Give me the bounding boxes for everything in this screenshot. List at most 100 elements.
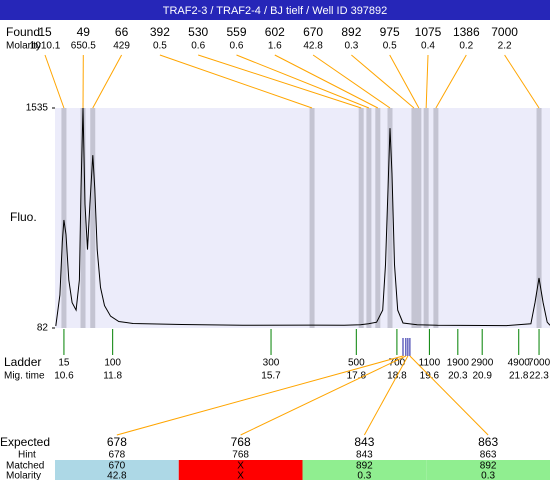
peak-band [416, 108, 422, 328]
peak-size: 49 [77, 25, 91, 39]
peak-size: 975 [380, 25, 400, 39]
peak-band [309, 108, 315, 328]
matched-value: 892 [356, 461, 373, 472]
matched-value: X [237, 461, 244, 472]
matched-value: 670 [109, 461, 126, 472]
peak-connector [44, 54, 65, 109]
peak-size: 1386 [453, 25, 480, 39]
expected-connector [409, 355, 489, 436]
ladder-time: 10.6 [54, 371, 74, 382]
ladder-time: 11.8 [103, 371, 122, 382]
peak-band [423, 108, 429, 328]
peak-size: 559 [226, 25, 246, 39]
peak-connector [435, 54, 467, 109]
match-cell [302, 460, 427, 480]
ladder-time: 21.8 [509, 371, 529, 382]
y-tick-label: 82 [37, 323, 49, 334]
peak-molarity: 0.2 [459, 41, 473, 52]
peak-molarity: 0.3 [344, 41, 358, 52]
expected-value: 768 [231, 435, 251, 449]
ladder-size: 7000 [528, 358, 550, 369]
peak-connector [425, 54, 429, 109]
match-cell [426, 460, 550, 480]
match-cell [55, 460, 179, 480]
ladder-time: 15.7 [261, 371, 281, 382]
peak-molarity: 42.8 [303, 41, 323, 52]
plot-area [55, 108, 550, 328]
peak-band [433, 108, 439, 328]
peak-molarity: 650.5 [71, 41, 96, 52]
mig-time-label: Mig. time [4, 371, 45, 382]
matched-label: Matched [6, 461, 44, 472]
peak-molarity: 1010.1 [30, 41, 61, 52]
expected-value: 678 [107, 435, 127, 449]
peak-band [375, 108, 381, 328]
ladder-size: 300 [263, 358, 280, 369]
peak-molarity: 0.6 [191, 41, 205, 52]
peak-connector [198, 54, 362, 109]
peak-molarity: 0.5 [383, 41, 397, 52]
peak-connector [159, 54, 313, 109]
peak-connector [351, 54, 415, 109]
expected-connector [240, 355, 407, 436]
peak-band [387, 108, 393, 328]
peak-molarity: 2.2 [498, 41, 512, 52]
peak-band [90, 108, 96, 328]
peak-molarity: 429 [113, 41, 130, 52]
peak-band [80, 108, 86, 328]
ladder-size: 1100 [419, 358, 441, 369]
peak-size: 15 [38, 25, 52, 39]
expected-label: Expected [0, 435, 50, 449]
ladder-size: 100 [104, 358, 121, 369]
hint-value: 768 [232, 450, 249, 461]
expected-value: 863 [478, 435, 498, 449]
peak-molarity: 1.6 [268, 41, 282, 52]
peak-size: 66 [115, 25, 129, 39]
peak-connector [236, 54, 370, 109]
molarity-label: Molarity [6, 41, 41, 52]
matched-value: 892 [480, 461, 497, 472]
ladder-size: 500 [348, 358, 365, 369]
molarity-value: 42.8 [107, 471, 127, 480]
hint-value: 843 [356, 450, 373, 461]
peak-molarity: 0.6 [230, 41, 244, 52]
peak-band [61, 108, 67, 328]
title-bar [0, 0, 550, 20]
peak-size: 892 [341, 25, 361, 39]
expected-value: 843 [354, 435, 374, 449]
ladder-label: Ladder [4, 355, 41, 369]
ladder-time: 20.3 [448, 371, 468, 382]
peak-size: 392 [150, 25, 170, 39]
peak-band [536, 108, 542, 328]
peak-connector [92, 54, 123, 109]
peak-size: 1075 [415, 25, 442, 39]
trace [55, 107, 550, 327]
ladder-time: 20.9 [472, 371, 492, 382]
peak-size: 7000 [491, 25, 518, 39]
molarity-value: X [237, 471, 244, 480]
expected-connector [363, 355, 409, 436]
peak-molarity: 0.5 [153, 41, 167, 52]
peak-connector [504, 54, 540, 109]
peak-size: 530 [188, 25, 208, 39]
ladder-time: 22.3 [529, 371, 549, 382]
chart-title: TRAF2-3 / TRAF2-4 / BJ tielf / Well ID 3… [163, 5, 388, 17]
ladder-size: 2900 [471, 358, 494, 369]
ladder-time: 17.8 [347, 371, 367, 382]
peak-connector [312, 54, 391, 109]
peak-connector [274, 54, 379, 109]
peak-band [358, 108, 364, 328]
expected-connector [116, 355, 404, 436]
peak-band [411, 108, 417, 328]
peak-band [366, 108, 372, 328]
molarity-value: 0.3 [357, 471, 371, 480]
peak-connector [389, 54, 420, 109]
y-tick-label: 1535 [26, 103, 49, 114]
ladder-size: 1900 [447, 358, 470, 369]
y-axis-label: Fluo. [10, 210, 37, 224]
hint-value: 863 [480, 450, 497, 461]
ladder-size: 15 [58, 358, 70, 369]
ladder-size: 4900 [508, 358, 531, 369]
hint-label: Hint [18, 450, 36, 461]
